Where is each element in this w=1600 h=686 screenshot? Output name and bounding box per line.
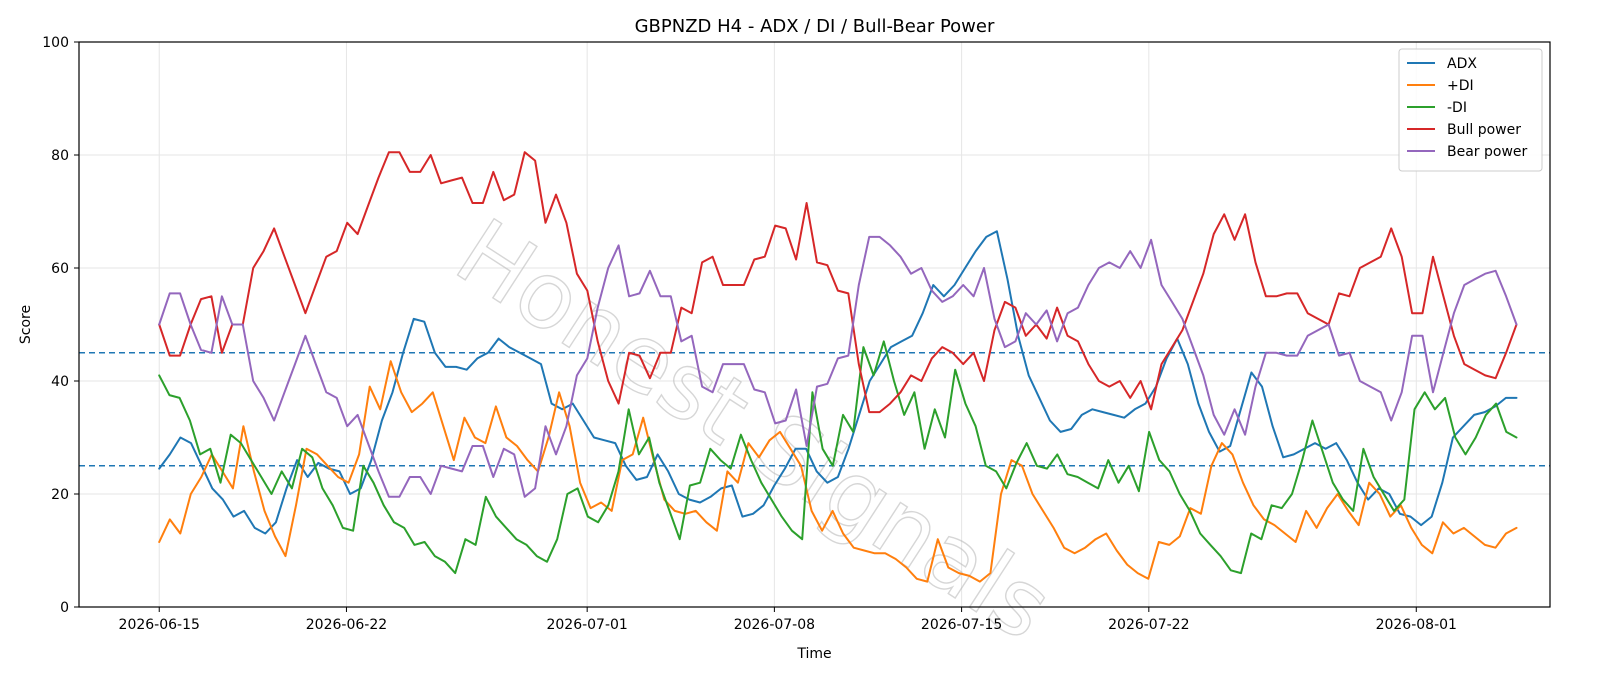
x-tick-label: 2026-07-15 [921, 617, 1002, 633]
legend-label: Bull power [1447, 122, 1521, 138]
legend-label: ADX [1447, 56, 1477, 72]
x-tick-label: 2026-06-15 [119, 617, 200, 633]
legend-label: Bear power [1447, 144, 1528, 160]
x-tick-label: 2026-07-22 [1108, 617, 1189, 633]
y-tick-label: 40 [51, 374, 69, 390]
series-line-di [158, 340, 1518, 575]
series-line-bull-power [158, 151, 1518, 414]
x-tick-label: 2026-07-08 [734, 617, 815, 633]
series-line-di [158, 360, 1518, 583]
x-axis-ticks: 2026-06-15 2026-06-22 2026-07-01 2026-07-08… [119, 607, 1457, 633]
x-tick-label: 2026-06-22 [306, 617, 387, 633]
x-tick-label: 2026-07-01 [546, 617, 627, 633]
series-lines [158, 151, 1518, 583]
y-axis-label: Score [18, 305, 34, 344]
plot-frame [78, 41, 1551, 608]
series-line-adx [158, 230, 1518, 535]
x-tick-label: 2026-08-01 [1376, 617, 1457, 633]
legend: ADX +DI -DI Bull power Bear power [1398, 48, 1543, 172]
y-tick-label: 0 [60, 600, 69, 616]
legend-box [1398, 48, 1543, 172]
series-line-bear-power [158, 235, 1518, 498]
y-tick-label: 60 [51, 261, 69, 277]
legend-label: -DI [1447, 100, 1467, 116]
y-tick-label: 100 [42, 35, 69, 51]
y-tick-label: 20 [51, 487, 69, 503]
legend-label: +DI [1447, 78, 1474, 94]
y-tick-label: 80 [51, 148, 69, 164]
y-axis-ticks: 0 20 40 60 80 100 [42, 35, 79, 616]
chart-title: GBPNZD H4 - ADX / DI / Bull-Bear Power [635, 16, 995, 37]
x-axis-label: Time [796, 646, 831, 662]
